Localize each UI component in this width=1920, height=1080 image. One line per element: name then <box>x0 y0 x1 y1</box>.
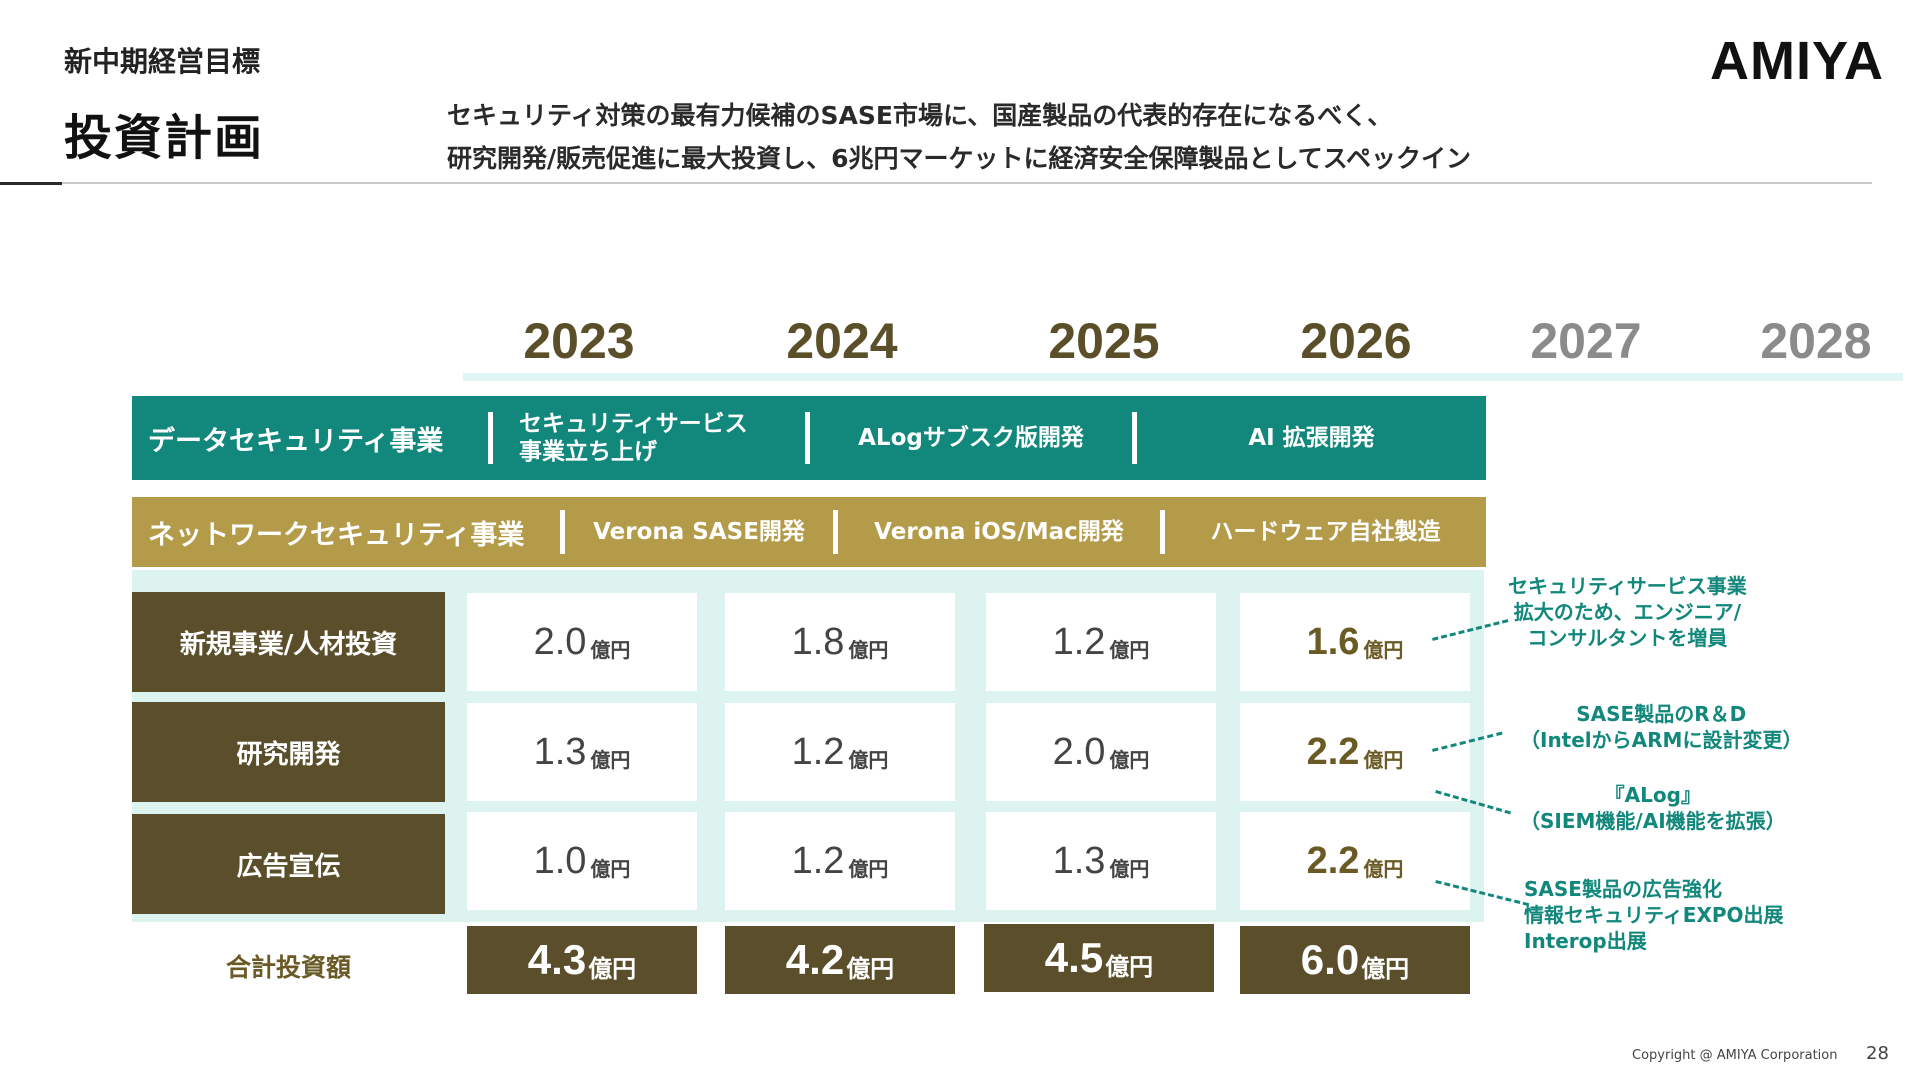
year-2028: 2028 <box>1760 313 1872 369</box>
cell-value: 1.2 <box>791 730 845 773</box>
subtitle-line-1: セキュリティ対策の最有力候補のSASE市場に、国産製品の代表的存在になるべく、 <box>447 101 1393 130</box>
table-cell: 1.6 億円 <box>1240 593 1470 691</box>
year-2027: 2027 <box>1530 313 1642 369</box>
note-line: SASE製品のR＆D <box>1576 702 1747 726</box>
cell-value: 1.3 <box>533 730 587 773</box>
row-label-rnd: 研究開発 <box>132 702 445 802</box>
cell-unit: 億円 <box>848 747 889 772</box>
total-investment-label: 合計投資額 <box>225 953 351 982</box>
table-cell: 1.8 億円 <box>725 593 955 691</box>
cell-unit: 億円 <box>590 637 631 662</box>
table-cell: 2.2 億円 <box>1240 812 1470 910</box>
note-rnd: SASE製品のR＆D （IntelからARMに設計変更） <box>1520 701 1802 753</box>
note-line: （SIEM機能/AI機能を拡張） <box>1520 809 1786 833</box>
note-line: 情報セキュリティEXPO出展 <box>1524 903 1784 927</box>
table-cell: 2.0 億円 <box>467 593 697 691</box>
network-security-segment-3: ハードウェア自社製造 <box>1210 519 1441 545</box>
cell-unit: 億円 <box>1363 637 1404 662</box>
page-subtitle: セキュリティ対策の最有力候補のSASE市場に、国産製品の代表的存在になるべく、 … <box>447 94 1471 180</box>
total-cell-2023: 4.3 億円 <box>467 926 697 994</box>
cell-unit: 億円 <box>1363 856 1404 881</box>
total-unit: 億円 <box>588 954 637 983</box>
page-number: 28 <box>1866 1043 1889 1064</box>
year-2025: 2025 <box>1048 313 1160 369</box>
table-cell: 2.2 億円 <box>1240 703 1470 801</box>
bar-separator <box>805 411 810 465</box>
company-logo: AMIYA <box>1710 31 1885 91</box>
bar-separator <box>833 510 838 554</box>
table-cell: 1.2 億円 <box>725 703 955 801</box>
cell-value: 1.6 <box>1306 620 1360 663</box>
data-security-segment-2: ALogサブスク版開発 <box>858 425 1084 451</box>
subtitle-line-2: 研究開発/販売促進に最大投資し、6兆円マーケットに経済安全保障製品としてスペック… <box>447 144 1472 173</box>
network-security-segment-2: Verona iOS/Mac開発 <box>874 519 1124 545</box>
data-security-segment-3: AI 拡張開発 <box>1248 425 1375 451</box>
data-security-segment-1: セキュリティサービス 事業立ち上げ <box>519 411 748 465</box>
cell-value: 2.2 <box>1306 839 1360 882</box>
table-cell: 1.2 億円 <box>725 812 955 910</box>
note-line: 『ALog』 <box>1604 783 1701 807</box>
cell-value: 1.2 <box>1052 620 1106 663</box>
cell-unit: 億円 <box>1109 637 1150 662</box>
bar-separator <box>1160 510 1165 554</box>
cell-value: 2.0 <box>533 620 587 663</box>
cell-value: 1.0 <box>533 839 587 882</box>
cell-unit: 億円 <box>1363 747 1404 772</box>
year-2024: 2024 <box>786 313 898 369</box>
bar-separator <box>488 411 493 465</box>
cell-unit: 億円 <box>590 856 631 881</box>
network-security-roadmap-bar: ネットワークセキュリティ事業 Verona SASE開発 Verona iOS/… <box>132 497 1486 567</box>
total-value: 6.0 <box>1300 936 1360 983</box>
total-value: 4.3 <box>527 936 587 983</box>
section-supertitle: 新中期経営目標 <box>64 45 261 78</box>
total-cell-2025: 4.5 億円 <box>984 924 1214 992</box>
page-title: 投資計画 <box>64 110 265 166</box>
cell-value: 1.2 <box>791 839 845 882</box>
note-line: SASE製品の広告強化 <box>1524 877 1722 901</box>
table-cell: 2.0 億円 <box>986 703 1216 801</box>
cell-unit: 億円 <box>848 637 889 662</box>
table-cell: 1.3 億円 <box>986 812 1216 910</box>
header-divider-accent <box>0 182 62 185</box>
header-divider <box>62 182 1872 184</box>
bar-separator <box>560 510 565 554</box>
total-value: 4.2 <box>785 936 845 983</box>
table-cell: 1.3 億円 <box>467 703 697 801</box>
cell-value: 2.2 <box>1306 730 1360 773</box>
total-unit: 億円 <box>1361 954 1410 983</box>
note-advertising: SASE製品の広告強化 情報セキュリティEXPO出展 Interop出展 <box>1524 876 1784 954</box>
network-security-segment-1: Verona SASE開発 <box>593 519 805 545</box>
row-label-advertising: 広告宣伝 <box>132 814 445 914</box>
note-line: Interop出展 <box>1524 929 1647 953</box>
year-2026: 2026 <box>1300 313 1412 369</box>
cell-unit: 億円 <box>590 747 631 772</box>
cell-value: 1.8 <box>791 620 845 663</box>
table-cell: 1.2 億円 <box>986 593 1216 691</box>
bar-separator <box>1132 411 1137 465</box>
note-line: （IntelからARMに設計変更） <box>1520 728 1803 752</box>
total-unit: 億円 <box>846 954 895 983</box>
row-label-new-business: 新規事業/人材投資 <box>132 592 445 692</box>
total-unit: 億円 <box>1105 952 1154 981</box>
cell-unit: 億円 <box>1109 856 1150 881</box>
year-2023: 2023 <box>523 313 635 369</box>
cell-value: 1.3 <box>1052 839 1106 882</box>
total-cell-2026: 6.0 億円 <box>1240 926 1470 994</box>
table-cell: 1.0 億円 <box>467 812 697 910</box>
data-security-roadmap-bar: データセキュリティ事業 セキュリティサービス 事業立ち上げ ALogサブスク版開… <box>132 396 1486 480</box>
total-value: 4.5 <box>1044 934 1104 981</box>
cell-unit: 億円 <box>1109 747 1150 772</box>
cell-unit: 億円 <box>848 856 889 881</box>
data-security-label: データセキュリティ事業 <box>148 425 444 457</box>
total-cell-2024: 4.2 億円 <box>725 926 955 994</box>
note-line: 拡大のため、エンジニア/ <box>1513 600 1742 624</box>
note-line: セキュリティサービス事業 <box>1508 574 1747 598</box>
copyright-text: Copyright @ AMIYA Corporation <box>1632 1048 1838 1063</box>
note-new-business: セキュリティサービス事業 拡大のため、エンジニア/ コンサルタントを増員 <box>1508 573 1747 651</box>
year-header-band <box>463 373 1903 381</box>
cell-value: 2.0 <box>1052 730 1106 773</box>
note-line: コンサルタントを増員 <box>1527 626 1728 650</box>
note-alog: 『ALog』 （SIEM機能/AI機能を拡張） <box>1520 782 1786 834</box>
network-security-label: ネットワークセキュリティ事業 <box>148 519 525 551</box>
